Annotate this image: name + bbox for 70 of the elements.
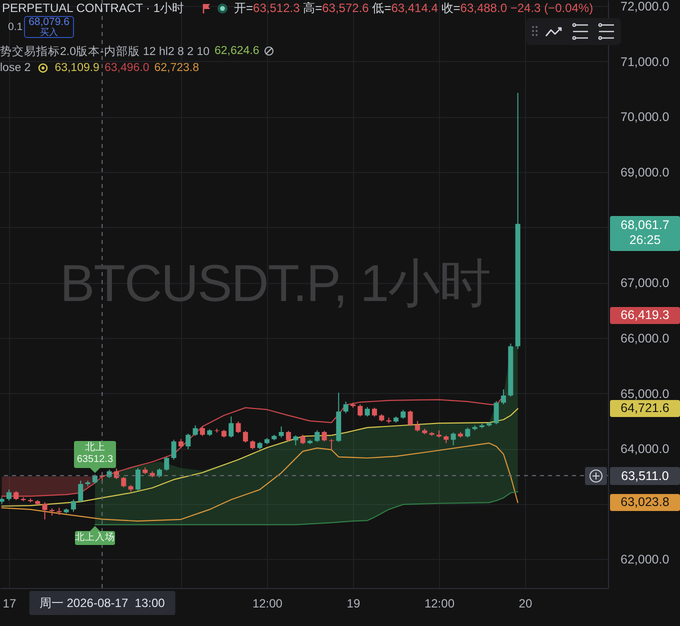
- candlestick: [42, 502, 48, 520]
- candlestick: [328, 438, 334, 450]
- candlestick: [450, 432, 456, 446]
- x-tick-label: 17: [2, 596, 16, 610]
- y-tick-label: 67,000.0: [620, 276, 670, 290]
- annotation: 62,723.8: [154, 62, 199, 74]
- line-series: [94, 491, 518, 526]
- candlestick: [135, 467, 140, 492]
- y-tick-label: 70,000.0: [620, 110, 670, 124]
- x-tick-label: 19: [346, 596, 360, 610]
- annotation: 北上入场: [74, 532, 115, 544]
- chart-title: PERPETUAL CONTRACT · 1小时: [2, 0, 184, 16]
- text: 开=63,512.3 高=63,572.6 低=63,414.4 收=63,488.0 −24.3 (−0.04%): [234, 0, 594, 14]
- candlestick: [465, 427, 470, 438]
- candlestick: [171, 439, 176, 460]
- y-tick-label: 72,000.0: [620, 0, 670, 14]
- y-tick-label: 62,000.0: [620, 552, 670, 567]
- candlestick: [314, 430, 320, 442]
- annotation: 0.1: [8, 21, 23, 34]
- y-tick-label: 69,000.0: [620, 166, 670, 180]
- candlestick: [343, 401, 348, 414]
- candlestick: [278, 426, 284, 438]
- candlestick: [121, 476, 126, 488]
- annotation: 63,109.9: [54, 62, 100, 74]
- y-tick-label: 64,000.0: [620, 442, 670, 456]
- candlestick: [408, 410, 413, 426]
- annotation: 北上 63512.3: [74, 442, 116, 466]
- candlestick: [228, 416, 234, 438]
- x-tick-label: 12:00: [424, 596, 455, 610]
- candlestick: [78, 480, 84, 503]
- candlestick: [364, 406, 370, 418]
- candlestick: [494, 400, 499, 425]
- text: 66,419.3: [610, 307, 680, 324]
- callout: 北上 63512.3: [74, 440, 116, 473]
- text: 26:25: [628, 232, 662, 248]
- candlestick: [358, 404, 363, 418]
- candlestick: [214, 428, 220, 434]
- x-tick-label: 12:00: [252, 596, 283, 610]
- x-tick-label: 20: [518, 596, 532, 610]
- candlestick: [164, 456, 170, 472]
- annotation: 68,079.6: [28, 16, 70, 28]
- candlestick: [236, 421, 241, 434]
- candlestick: [6, 489, 12, 502]
- annotation: 63,496.0: [104, 62, 150, 74]
- text: 64,721.6: [610, 400, 680, 417]
- candlestick: [322, 430, 327, 442]
- candlestick: [300, 434, 306, 445]
- line-series: [1, 408, 518, 507]
- y-tick-label: 66,000.0: [620, 331, 670, 346]
- annotation: 买入: [40, 27, 58, 37]
- line-series: [1, 442, 518, 522]
- text: 63,023.8: [610, 494, 680, 511]
- candlestick: [414, 420, 420, 432]
- candlestick: [286, 430, 291, 442]
- buy-button: 68,079.6 买入: [24, 16, 74, 38]
- candlestick: [242, 430, 248, 444]
- candlestick: [70, 498, 76, 512]
- candlestick: [186, 433, 191, 450]
- annotation: 势交易指标2.0版本-内部版 12 hl2 8 2 10: [0, 44, 210, 58]
- y-tick-label: 71,000.0: [620, 54, 670, 69]
- ref-line-label: 周一 2026-08-17 13:00: [29, 591, 175, 615]
- candlestick: [293, 434, 298, 446]
- annotation: 62,624.6: [214, 45, 260, 57]
- ref-line-label: 63,511.0: [610, 466, 680, 485]
- candlestick: [500, 388, 506, 405]
- callout: 北上入场: [74, 526, 115, 546]
- candlestick: [192, 424, 198, 436]
- annotation: lose 2: [0, 62, 31, 74]
- text: 68,061.7: [620, 218, 670, 233]
- y-tick-label: 65,000.0: [620, 386, 670, 401]
